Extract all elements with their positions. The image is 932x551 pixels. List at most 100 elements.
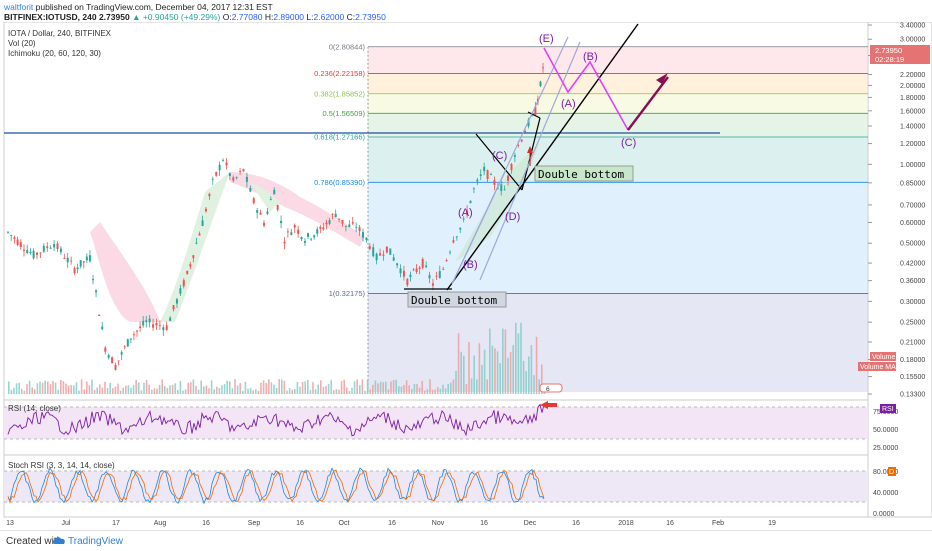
trendline-support[interactable] [446,23,639,291]
price-tick-label: 3.00000 [900,37,925,44]
price-tick-label: 0.42000 [900,261,925,268]
volume-bar [364,390,366,394]
candle-body [303,241,306,243]
chart-header: waltforit published on TradingView.com, … [0,0,932,22]
candle-body [379,253,382,256]
volume-bar [424,390,426,394]
candle-body [385,246,388,253]
volume-bar [88,385,91,394]
main-pane[interactable] [3,22,869,401]
volume-bar [86,381,88,394]
candle-body [70,260,73,262]
wave-projection-path[interactable] [543,47,629,131]
volume-bar [218,387,221,394]
countdown-badge [870,55,930,64]
tradingview-brand[interactable]: TradingView [68,536,124,547]
open-value: 2.77080 [231,12,263,22]
volume-bar [343,379,345,394]
volume-bar [476,379,478,394]
candle-body [263,222,265,226]
volume-bar [226,380,228,394]
price-tick-label: 1.20000 [900,141,925,148]
projection-arrow-head [656,73,668,84]
candle-body [225,162,228,166]
volume-bar [47,381,49,394]
price-axis[interactable] [867,22,932,518]
volume-bar [395,379,397,394]
author-link[interactable]: waltforit [4,2,34,12]
candle-body [368,246,371,249]
volume-bar [322,386,325,394]
time-tick-label: Jul [62,520,71,527]
volume-bar [106,388,109,394]
candle-body [442,268,445,270]
candle-body [280,220,283,224]
volume-bar [361,379,364,394]
candle-body [338,218,341,220]
wave-label-c: (C) [492,150,507,162]
candle-body [198,233,201,236]
fib-level-label: 1(0.32175) [329,289,366,298]
volume-bar [429,379,431,394]
volume-bar [278,379,280,394]
candle-body [415,268,418,272]
price-tick-label: 1.80000 [900,95,925,102]
candle-body [486,170,489,179]
double-bottom-text-1: Double bottom [411,294,497,307]
candle-body [126,339,129,347]
created-with-text: Created with [6,536,63,547]
volume-bar [28,380,31,394]
volume-bar [286,390,288,394]
candle-body [449,251,452,253]
volume-bar [18,382,20,394]
candle-body [412,269,415,271]
double-bottom-callout-1[interactable] [407,291,507,308]
volume-bar [499,362,501,394]
volume-bar [515,322,517,394]
candle-body [136,330,139,332]
volume-bar [15,383,18,394]
volume-bar [257,390,260,394]
last-price-badge-text: 2.73950 [875,46,902,55]
volume-bar [177,389,179,394]
volume-bar [281,379,283,394]
volume-bar [408,385,410,394]
volume-bar [239,383,241,394]
projection-arrow[interactable] [627,76,669,131]
candle-body [139,326,142,328]
price-change: ▲ +0.90450 (+49.29%) [132,12,221,22]
volume-bar [512,345,514,394]
volume-bar [13,387,15,394]
volume-bar [143,382,145,394]
candle-body [155,323,158,326]
price-chart[interactable]: 0(2.80844) 0.236(2.22158) 0.382(1.85852) 0.… [0,22,932,530]
candle-body [351,222,354,224]
wave-labels: (E) (B) (A) (C) (C) (A) (D) (B) [458,33,636,271]
volume-bar [41,382,44,394]
time-axis[interactable]: 13 Jul 17 Aug 16 Sep 16 Oct 16 Nov 16 Dec 16 2018 16 Fe… [6,520,776,527]
trendline-cap[interactable] [527,111,541,119]
open-label: O: [222,12,232,22]
trendline-lower[interactable] [521,117,541,191]
volume-bar [187,382,189,394]
candle-body [375,253,378,261]
stoch-tick-40: 40.0000 [873,490,898,497]
volume-bar [288,388,291,394]
candle-body [493,180,496,185]
volume-bar [382,382,384,394]
candle-body [208,193,211,197]
volume-bar [112,388,114,394]
candle-body [539,81,542,87]
time-tick-label: Dec [524,520,537,527]
fib-retracement[interactable] [367,46,868,394]
trendline-upper[interactable] [475,133,523,191]
price-tick-label: 0.50000 [900,241,925,248]
candlestick-series[interactable] [7,62,545,371]
close-label: C: [346,12,356,22]
candle-body [310,238,313,240]
volume-bar [307,379,309,394]
candle-body [489,174,492,176]
candle-body [469,200,472,203]
double-bottom-callout-2[interactable] [534,165,634,182]
time-tick-label: Oct [339,520,350,527]
